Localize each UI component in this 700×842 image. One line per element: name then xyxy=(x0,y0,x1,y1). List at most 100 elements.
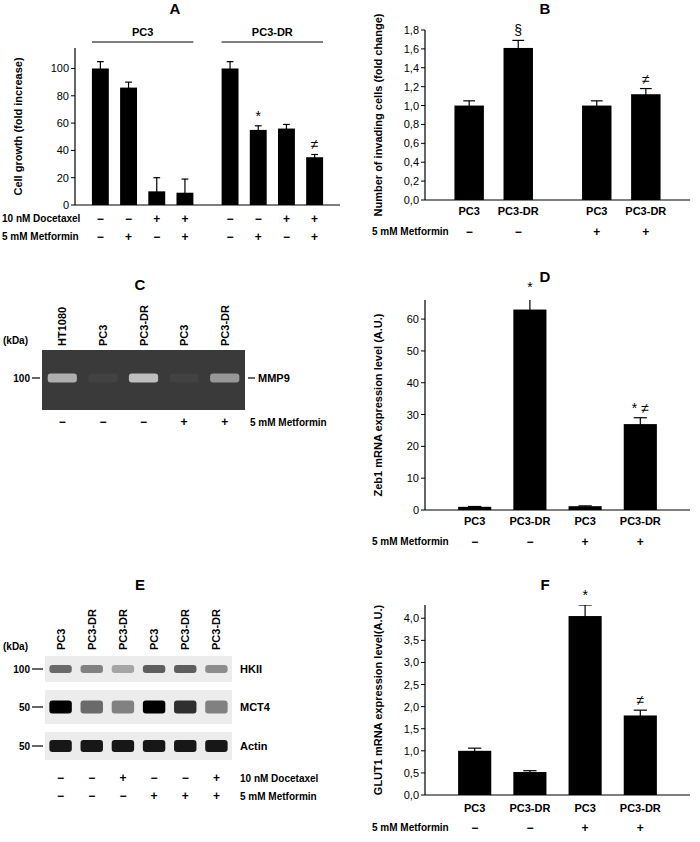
condition-sign: − xyxy=(515,225,522,239)
y-tick-label: 2,0 xyxy=(404,701,419,713)
error-line xyxy=(529,300,530,322)
condition-sign: + xyxy=(181,415,188,429)
band xyxy=(49,665,71,673)
y-tick-label: 40 xyxy=(407,377,419,389)
figure: A020406080100Cell growth (fold increase)… xyxy=(0,0,700,842)
condition-sign: + xyxy=(181,212,188,226)
error-bar xyxy=(468,748,481,753)
y-tick xyxy=(71,150,75,151)
y-tick xyxy=(421,640,425,641)
band xyxy=(81,665,103,673)
error-line xyxy=(640,418,641,431)
error-bar xyxy=(97,62,104,76)
y-tick-label: 1,5 xyxy=(404,723,419,735)
error-bar xyxy=(523,300,536,322)
band xyxy=(143,665,165,673)
y-tick xyxy=(71,177,75,178)
category-label: PC3-DR xyxy=(620,802,661,814)
condition-label: 5 mM Metformin xyxy=(2,231,79,242)
condition-sign: + xyxy=(593,225,600,239)
condition-sign: − xyxy=(119,789,126,803)
plot-area xyxy=(458,605,657,795)
error-cap xyxy=(255,125,262,126)
condition-sign: − xyxy=(125,212,132,226)
bar xyxy=(569,616,602,795)
condition-sign: − xyxy=(57,771,64,785)
condition-sign: + xyxy=(637,821,644,835)
marker-label: 100 xyxy=(13,373,30,384)
y-tick-label: 40 xyxy=(57,144,69,156)
error-line xyxy=(128,82,129,93)
error-cap xyxy=(125,82,132,83)
band xyxy=(112,665,134,673)
y-tick xyxy=(421,181,425,182)
condition-sign: + xyxy=(283,212,290,226)
y-tick-label: 1,2 xyxy=(404,81,419,93)
condition-sign: + xyxy=(221,415,228,429)
bar xyxy=(624,424,657,510)
lane-label: PC3 xyxy=(55,629,67,650)
y-tick-label: 100 xyxy=(51,62,69,74)
condition-sign: − xyxy=(88,789,95,803)
protein-label: MCT4 xyxy=(240,701,271,713)
condition-sign: − xyxy=(466,225,473,239)
marker-tick xyxy=(32,706,43,707)
y-tick xyxy=(71,205,75,206)
error-line xyxy=(286,124,287,132)
condition-sign: − xyxy=(227,230,234,244)
y-tick-label: 3,5 xyxy=(404,634,419,646)
band xyxy=(210,374,239,383)
y-axis-title: Cell growth (fold increase) xyxy=(12,57,24,195)
category-label: PC3 xyxy=(574,802,595,814)
error-bar xyxy=(512,40,524,55)
y-tick xyxy=(421,48,425,49)
band xyxy=(88,374,117,383)
y-axis xyxy=(74,48,75,205)
y-tick-label: 30 xyxy=(407,409,419,421)
error-cap xyxy=(153,177,160,178)
condition-sign: − xyxy=(59,415,66,429)
x-axis xyxy=(75,204,340,205)
blot-strip xyxy=(45,732,232,760)
error-bar xyxy=(125,82,132,93)
y-tick xyxy=(421,478,425,479)
condition-sign: − xyxy=(182,771,189,785)
y-axis-title: Number of invading cells (fold change) xyxy=(372,13,384,216)
y-tick-label: 50 xyxy=(407,345,419,357)
condition-sign: + xyxy=(125,230,132,244)
condition-sign: − xyxy=(99,415,106,429)
condition-sign: + xyxy=(182,789,189,803)
significance-mark: ≠ xyxy=(311,136,319,152)
y-axis xyxy=(424,30,425,200)
y-tick xyxy=(421,30,425,31)
error-line xyxy=(596,101,597,110)
y-tick xyxy=(421,510,425,511)
condition-sign: − xyxy=(227,212,234,226)
condition-label: 5 mM Metformin xyxy=(240,791,317,802)
condition-sign: − xyxy=(526,535,533,549)
error-cap xyxy=(182,178,189,179)
y-tick xyxy=(421,728,425,729)
error-bar xyxy=(182,179,189,205)
error-bar xyxy=(634,710,647,721)
lane-label: PC3-DR xyxy=(117,609,129,650)
category-label: PC3-DR xyxy=(509,515,550,527)
category-label: PC3-DR xyxy=(498,205,539,217)
band xyxy=(205,665,227,673)
y-tick-label: 0,8 xyxy=(404,118,419,130)
condition-sign: + xyxy=(582,821,589,835)
y-tick xyxy=(71,95,75,96)
band xyxy=(81,701,103,714)
band xyxy=(174,740,196,752)
y-tick xyxy=(421,795,425,796)
y-axis-title: GLUT1 mRNA expression level(A.U.) xyxy=(372,605,384,796)
band xyxy=(48,374,77,383)
protein-label: Actin xyxy=(240,740,268,752)
condition-sign: − xyxy=(88,771,95,785)
error-line xyxy=(184,179,185,205)
condition-sign: + xyxy=(213,789,220,803)
category-label: PC3 xyxy=(586,205,607,217)
error-line xyxy=(100,62,101,76)
group-label: PC3 xyxy=(132,26,153,38)
condition-sign: + xyxy=(637,535,644,549)
